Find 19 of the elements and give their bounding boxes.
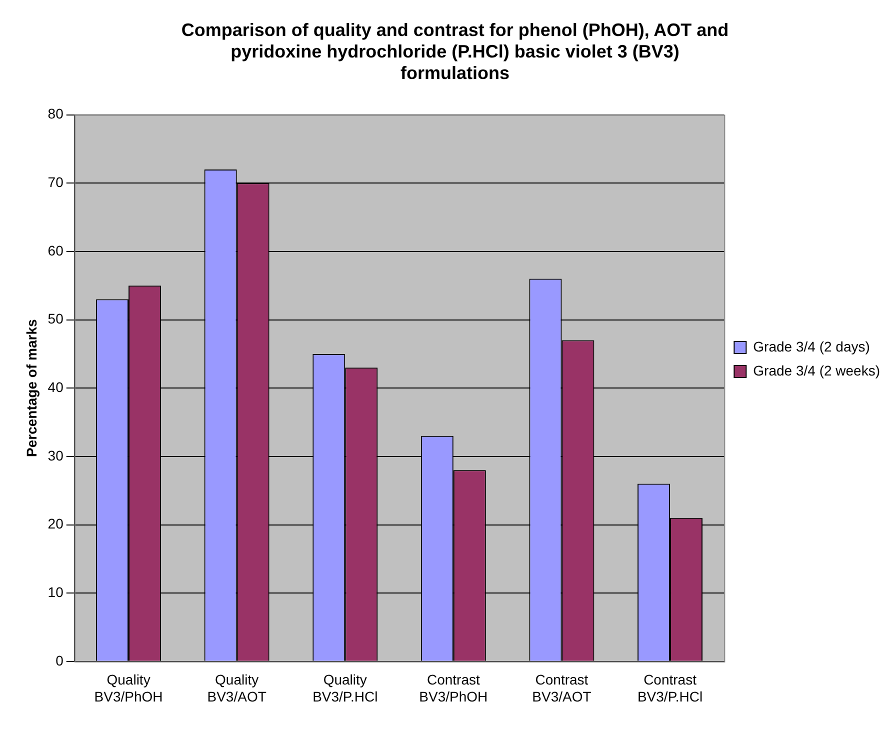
legend-label: Grade 3/4 (2 weeks) [753, 362, 880, 378]
y-tick-label: 20 [48, 516, 64, 532]
x-tick-label: Contrast BV3/PhOH [419, 672, 488, 704]
y-tick-label: 50 [48, 310, 64, 327]
y-tick-label: 30 [48, 447, 64, 464]
legend-label: Grade 3/4 (2 days) [753, 338, 870, 354]
x-tick-label: Quality BV3/P.HCl [312, 672, 378, 704]
y-tick-label: 40 [48, 378, 64, 395]
x-tick-label: Contrast BV3/P.HCl [637, 672, 703, 704]
y-tick-label: 10 [48, 584, 64, 600]
y-axis-title: Percentage of marks [23, 319, 40, 457]
x-tick-label: Quality BV3/AOT [207, 672, 267, 704]
y-tick-label: 70 [48, 174, 64, 190]
chart-title: Comparison of quality and contrast for phenol (PhOH), AOT and pyridoxine hydrochloride (P.HCl) basic violet 3 (BV3) formulations [181, 20, 729, 83]
x-tick-label: Quality BV3/PhOH [94, 672, 163, 704]
y-tick-label: 80 [48, 106, 64, 122]
y-tick-label: 0 [56, 652, 64, 668]
x-tick-label: Contrast BV3/AOT [532, 672, 592, 704]
y-tick-label: 60 [48, 242, 64, 258]
